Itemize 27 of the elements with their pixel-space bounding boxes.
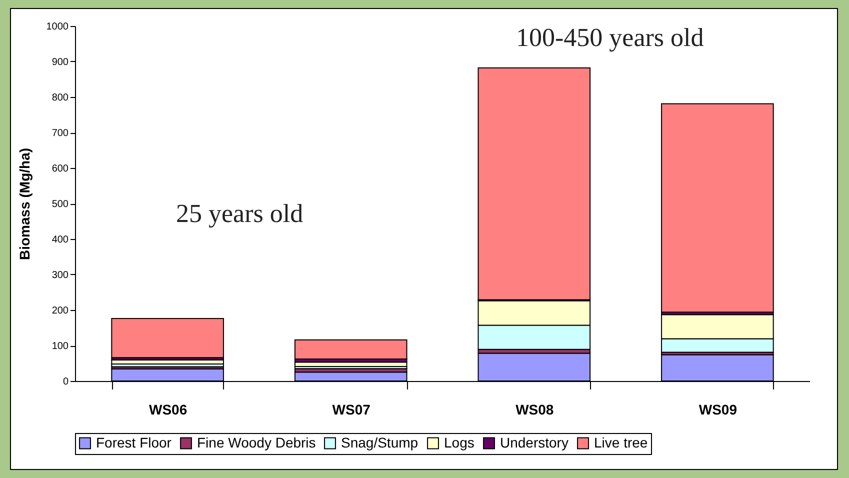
x-tick-label: WS09 — [698, 402, 738, 418]
y-tick-label: 300 — [52, 270, 69, 281]
y-tick-label: 900 — [52, 57, 69, 68]
y-tick-label: 700 — [52, 128, 69, 139]
x-tick-label: WS06 — [149, 402, 188, 418]
legend-label: Fine Woody Debris — [197, 434, 316, 450]
y-tick-label: 200 — [52, 306, 69, 316]
legend-label: Snag/Stump — [341, 434, 418, 450]
y-axis-title: Biomass (Mg/ha) — [16, 148, 32, 260]
y-tick-label: 0 — [62, 376, 69, 388]
legend-label: Understory — [500, 434, 568, 450]
y-tick-label: 100 — [52, 341, 69, 352]
legend-label: Live tree — [594, 434, 648, 450]
bar — [111, 318, 224, 358]
y-tick-label: 400 — [52, 234, 69, 246]
y-tick-label: 1000 — [46, 22, 69, 32]
y-tick-label: 500 — [52, 199, 69, 210]
legend-label: Forest Floor — [96, 434, 172, 450]
x-tick-label: WS07 — [332, 402, 371, 418]
x-tick-label: WS08 — [516, 402, 554, 418]
legend-label: Logs — [444, 434, 474, 450]
bar — [294, 339, 408, 360]
annotation: 100-450 years old — [516, 23, 704, 53]
bar — [661, 103, 774, 313]
annotation: 25 years old — [176, 199, 304, 229]
y-tick-label: 600 — [52, 164, 69, 174]
y-tick-label: 800 — [52, 92, 69, 104]
